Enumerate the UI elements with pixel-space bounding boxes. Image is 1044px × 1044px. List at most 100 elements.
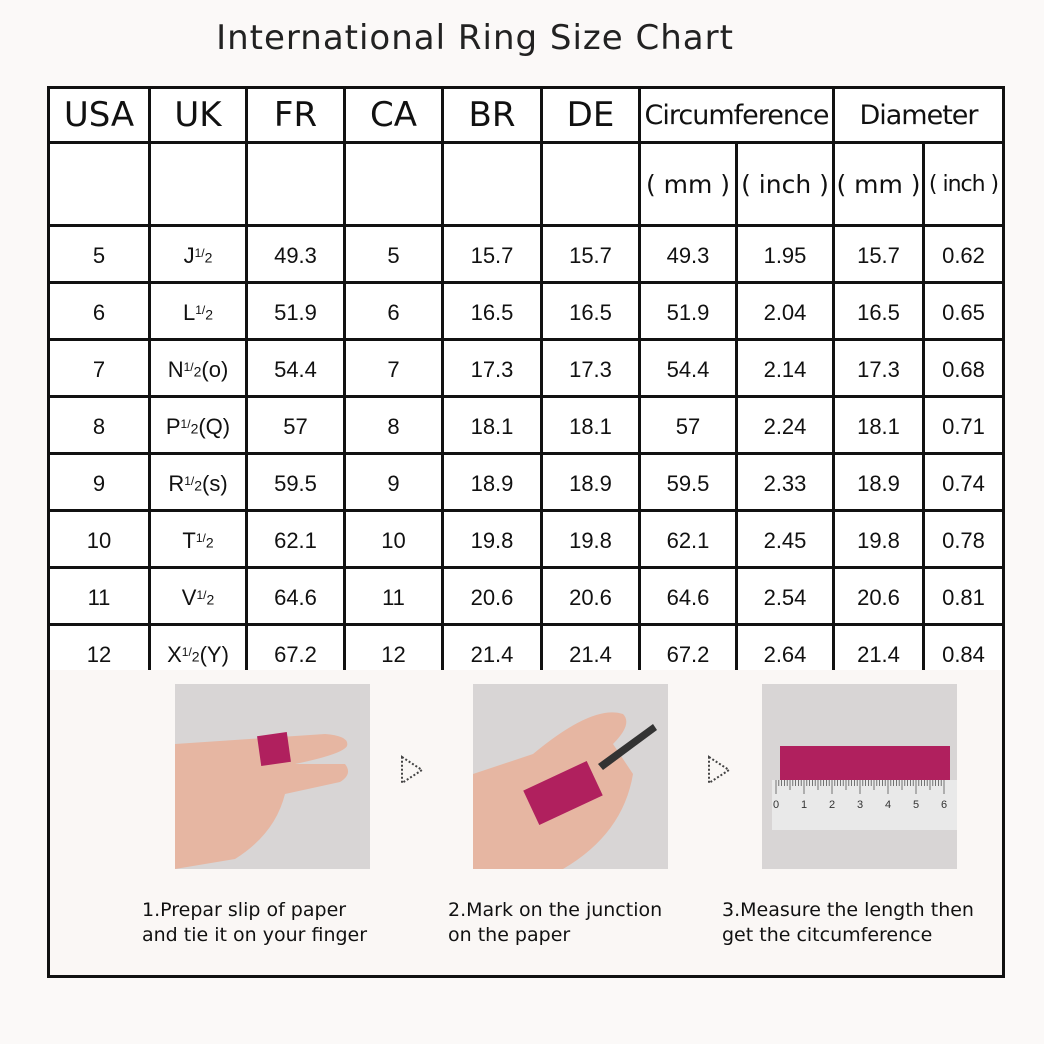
cell-fr: 57 — [245, 395, 346, 455]
uk-letter: L — [182, 300, 196, 325]
uk-fraction: 1/2 — [195, 531, 214, 551]
cell-dia-in: 0.71 — [922, 395, 1005, 455]
cell-usa: 9 — [47, 452, 151, 512]
cell-ca: 9 — [343, 452, 444, 512]
uk-fraction: 1/2 — [183, 360, 202, 380]
cell-circ-mm: 64.6 — [638, 566, 738, 626]
step-1-image — [175, 684, 370, 869]
cell-dia-in: 0.68 — [922, 338, 1005, 398]
ruler-label: 6 — [941, 799, 947, 811]
cell-dia-mm: 15.7 — [832, 224, 925, 284]
cell-circ-mm: 57 — [638, 395, 738, 455]
cell-de: 16.5 — [540, 281, 641, 341]
cell-dia-mm: 18.1 — [832, 395, 925, 455]
cell-dia-mm: 16.5 — [832, 281, 925, 341]
cell-dia-in: 0.62 — [922, 224, 1005, 284]
cell-circ-in: 2.54 — [735, 566, 835, 626]
uk-letter: X — [167, 642, 182, 667]
uk-suffix: (s) — [202, 471, 228, 496]
uk-suffix: (Y) — [199, 642, 229, 667]
uk-suffix: (o) — [201, 357, 229, 382]
table-row: 5 J1/2 49.3 5 15.7 15.7 49.3 1.95 15.7 0.62 — [47, 224, 1005, 284]
cell-circ-in: 2.04 — [735, 281, 835, 341]
uk-suffix: (Q) — [198, 414, 231, 439]
header-uk: UK — [148, 86, 248, 144]
uk-letter: P — [165, 414, 181, 439]
cell-uk: R1/2(s) — [148, 452, 248, 512]
unit-circ-mm: ( mm ) — [638, 141, 738, 227]
unit-circ-inch: ( inch ) — [735, 141, 835, 227]
cell-fr: 51.9 — [245, 281, 346, 341]
cell-fr: 54.4 — [245, 338, 346, 398]
step-3-image: 0 1 2 3 4 5 6 — [762, 684, 957, 869]
uk-letter: R — [168, 471, 185, 496]
uk-letter: V — [181, 585, 197, 610]
ruler-label: 2 — [829, 799, 835, 811]
measuring-instructions: 0 1 2 3 4 5 6 1.Prepar slip of paper and tie it… — [47, 670, 1005, 978]
unit-dia-mm: ( mm ) — [832, 141, 925, 227]
uk-letter: N — [167, 357, 184, 382]
cell-dia-mm: 19.8 — [832, 509, 925, 569]
cell-circ-in: 2.33 — [735, 452, 835, 512]
header-de: DE — [540, 86, 641, 144]
step-2-caption: 2.Mark on the junction on the paper — [448, 899, 663, 946]
cell-br: 15.7 — [441, 224, 543, 284]
cell-uk: N1/2(o) — [148, 338, 248, 398]
cell-usa: 11 — [47, 566, 151, 626]
header-usa: USA — [47, 86, 151, 144]
table-row: 9 R1/2(s) 59.5 9 18.9 18.9 59.5 2.33 18.9 0.74 — [47, 452, 1005, 512]
cell-de: 18.9 — [540, 452, 641, 512]
uk-fraction: 1/2 — [180, 417, 199, 437]
cell-circ-in: 1.95 — [735, 224, 835, 284]
cell-circ-in: 2.45 — [735, 509, 835, 569]
cell-br: 19.8 — [441, 509, 543, 569]
cell-usa: 8 — [47, 395, 151, 455]
header-fr: FR — [245, 86, 346, 144]
cell-circ-mm: 49.3 — [638, 224, 738, 284]
cell-dia-in: 0.81 — [922, 566, 1005, 626]
cell-uk: T1/2 — [148, 509, 248, 569]
ring-size-table: USA UK FR CA BR DE Circumference Diamete… — [47, 86, 1005, 683]
cell-dia-in: 0.74 — [922, 452, 1005, 512]
cell-de: 15.7 — [540, 224, 641, 284]
ruler-label: 1 — [801, 799, 807, 811]
step-1-caption: 1.Prepar slip of paper and tie it on your… — [142, 899, 368, 946]
cell-ca: 5 — [343, 224, 444, 284]
chart-title: International Ring Size Chart — [216, 18, 734, 58]
cell-ca: 10 — [343, 509, 444, 569]
cell-circ-mm: 51.9 — [638, 281, 738, 341]
cell-uk: J1/2 — [148, 224, 248, 284]
cell-circ-mm: 62.1 — [638, 509, 738, 569]
uk-fraction: 1/2 — [194, 246, 213, 266]
cell-br: 18.1 — [441, 395, 543, 455]
unit-row: ( mm ) ( inch ) ( mm ) ( inch ) — [47, 141, 1005, 227]
cell-fr: 59.5 — [245, 452, 346, 512]
cell-de: 19.8 — [540, 509, 641, 569]
arrow-right-icon — [708, 755, 731, 785]
cell-fr: 49.3 — [245, 224, 346, 284]
uk-fraction: 1/2 — [196, 588, 215, 608]
table-row: 7 N1/2(o) 54.4 7 17.3 17.3 54.4 2.14 17.3 0.68 — [47, 338, 1005, 398]
step-3-caption: 3.Measure the length then get the citcumf… — [722, 899, 974, 946]
table-row: 8 P1/2(Q) 57 8 18.1 18.1 57 2.24 18.1 0.71 — [47, 395, 1005, 455]
header-diameter: Diameter — [832, 86, 1005, 144]
cell-br: 17.3 — [441, 338, 543, 398]
cell-ca: 7 — [343, 338, 444, 398]
step-2-image — [473, 684, 668, 869]
arrow-right-icon — [401, 755, 424, 785]
cell-dia-in: 0.65 — [922, 281, 1005, 341]
cell-usa: 10 — [47, 509, 151, 569]
cell-circ-mm: 59.5 — [638, 452, 738, 512]
cell-dia-in: 0.78 — [922, 509, 1005, 569]
table-row: 6 L1/2 51.9 6 16.5 16.5 51.9 2.04 16.5 0.65 — [47, 281, 1005, 341]
cell-usa: 7 — [47, 338, 151, 398]
header-ca: CA — [343, 86, 444, 144]
cell-circ-in: 2.14 — [735, 338, 835, 398]
uk-fraction: 1/2 — [195, 303, 214, 323]
cell-ca: 8 — [343, 395, 444, 455]
cell-de: 18.1 — [540, 395, 641, 455]
cell-de: 20.6 — [540, 566, 641, 626]
cell-uk: V1/2 — [148, 566, 248, 626]
uk-letter: J — [183, 243, 195, 268]
cell-dia-mm: 17.3 — [832, 338, 925, 398]
